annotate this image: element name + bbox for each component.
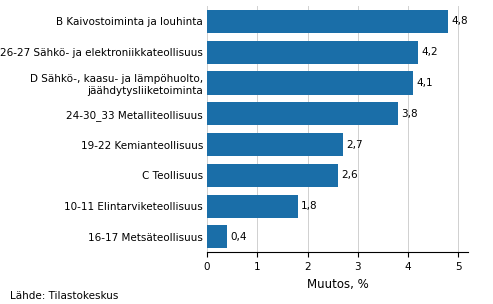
Text: 0,4: 0,4 [231, 232, 247, 242]
Bar [207, 225, 227, 248]
Text: 4,8: 4,8 [452, 16, 468, 26]
Text: 1,8: 1,8 [301, 201, 317, 211]
Text: 3,8: 3,8 [401, 109, 418, 119]
Text: 4,2: 4,2 [422, 47, 438, 57]
Text: 2,7: 2,7 [346, 140, 363, 150]
X-axis label: Muutos, %: Muutos, % [307, 278, 369, 291]
Text: 4,1: 4,1 [417, 78, 433, 88]
Bar [207, 41, 418, 64]
Text: Lähde: Tilastokeskus: Lähde: Tilastokeskus [10, 291, 118, 301]
Bar [207, 102, 398, 125]
Bar [207, 71, 413, 95]
Bar [207, 195, 297, 218]
Bar [207, 10, 448, 33]
Bar [207, 133, 343, 156]
Text: 2,6: 2,6 [341, 170, 358, 180]
Bar [207, 164, 338, 187]
